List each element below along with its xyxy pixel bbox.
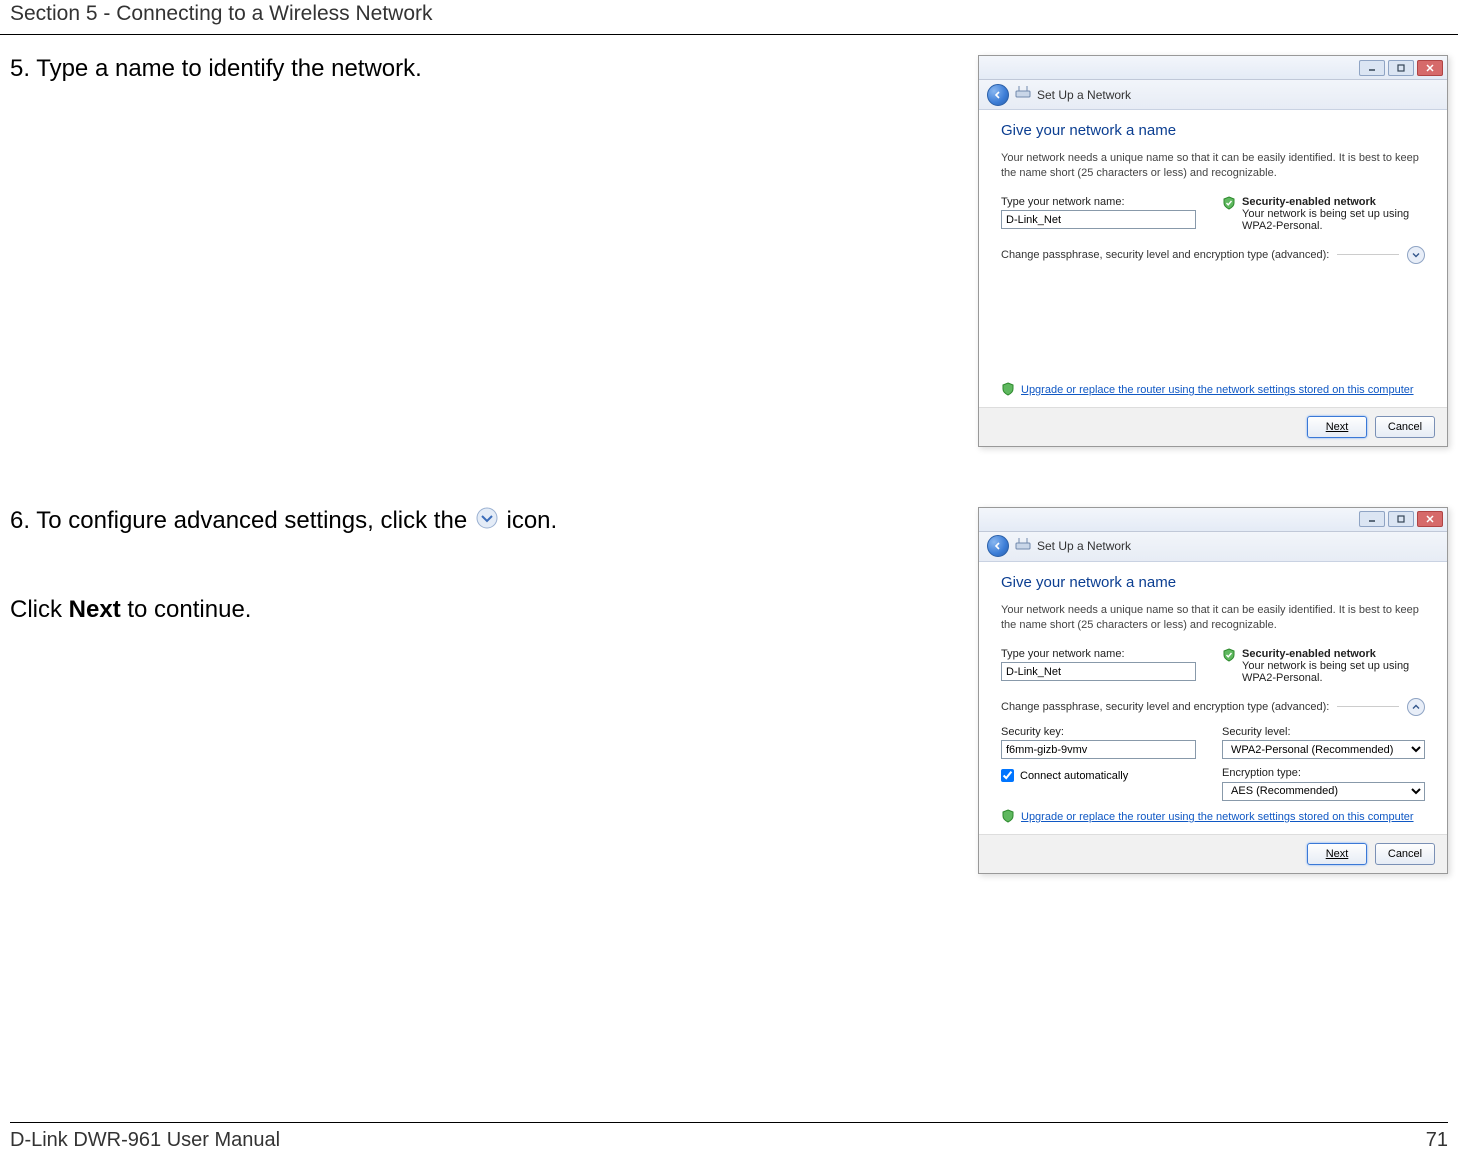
toolbar-title: Set Up a Network [1037, 88, 1131, 102]
click-next-text: Click Next to continue. [10, 596, 958, 624]
back-button[interactable] [987, 84, 1009, 106]
security-level-label: Security level: [1222, 726, 1425, 738]
step6-text-col: 6. To configure advanced settings, click… [10, 507, 978, 624]
step6-text-prefix: 6. To configure advanced settings, click… [10, 507, 474, 534]
connect-auto-label: Connect automatically [1020, 770, 1128, 782]
step5-text: 5. Type a name to identify the network. [10, 55, 958, 83]
page-footer: D-Link DWR-961 User Manual 71 [10, 1122, 1448, 1152]
step6-text: 6. To configure advanced settings, click… [10, 507, 958, 536]
close-button[interactable] [1417, 60, 1443, 76]
network-name-col: Type your network name: [1001, 648, 1196, 684]
security-desc: Your network is being set up using WPA2-… [1242, 208, 1409, 232]
security-title: Security-enabled network [1242, 196, 1376, 208]
click-next-suffix: to continue. [121, 596, 252, 623]
close-button[interactable] [1417, 511, 1443, 527]
click-next-bold: Next [69, 596, 121, 623]
click-next-prefix: Click [10, 596, 69, 623]
security-title: Security-enabled network [1242, 648, 1376, 660]
maximize-button[interactable] [1388, 511, 1414, 527]
encryption-type-label: Encryption type: [1222, 767, 1425, 779]
advanced-label: Change passphrase, security level and en… [1001, 701, 1329, 713]
divider-line [1337, 706, 1399, 707]
section-title: Section 5 - Connecting to a Wireless Net… [10, 2, 433, 25]
router-icon [1015, 537, 1031, 556]
next-button[interactable]: Next [1307, 416, 1367, 438]
titlebar [979, 508, 1447, 532]
advanced-form-columns: Security key: Connect automatically Secu… [1001, 726, 1425, 801]
step5-row: 5. Type a name to identify the network. [10, 55, 1448, 447]
shield-icon [1001, 809, 1015, 826]
next-button[interactable]: Next [1307, 843, 1367, 865]
button-bar: Next Cancel [979, 834, 1447, 873]
collapsed-spacer [1001, 274, 1425, 374]
dialog2-window: Set Up a Network Give your network a nam… [978, 507, 1448, 874]
security-desc: Your network is being set up using WPA2-… [1242, 660, 1409, 684]
page-content: 5. Type a name to identify the network. [0, 35, 1458, 874]
security-status-col: Security-enabled network Your network is… [1222, 196, 1425, 232]
shield-icon [1222, 196, 1236, 210]
wizard-heading: Give your network a name [1001, 122, 1425, 139]
form-columns: Type your network name: Security-enabled… [1001, 196, 1425, 232]
back-button[interactable] [987, 535, 1009, 557]
maximize-button[interactable] [1388, 60, 1414, 76]
advanced-toggle-row: Change passphrase, security level and en… [1001, 698, 1425, 716]
expand-advanced-button[interactable] [1407, 246, 1425, 264]
security-level-select[interactable]: WPA2-Personal (Recommended) [1222, 740, 1425, 759]
network-name-input[interactable] [1001, 210, 1196, 229]
security-key-col: Security key: Connect automatically [1001, 726, 1196, 801]
button-bar: Next Cancel [979, 407, 1447, 446]
advanced-label: Change passphrase, security level and en… [1001, 249, 1329, 261]
security-level-col: Security level: WPA2-Personal (Recommend… [1222, 726, 1425, 801]
collapse-advanced-button[interactable] [1407, 698, 1425, 716]
step5-text-col: 5. Type a name to identify the network. [10, 55, 978, 143]
security-status-text: Security-enabled network Your network is… [1242, 648, 1425, 684]
dialog1-window: Set Up a Network Give your network a nam… [978, 55, 1448, 447]
network-name-input[interactable] [1001, 662, 1196, 681]
step6-text-suffix: icon. [507, 507, 558, 534]
page-section-header: Section 5 - Connecting to a Wireless Net… [0, 0, 1458, 35]
wizard-description: Your network needs a unique name so that… [1001, 603, 1425, 634]
cancel-button[interactable]: Cancel [1375, 843, 1435, 865]
step6-row: 6. To configure advanced settings, click… [10, 507, 1448, 874]
router-icon [1015, 85, 1031, 104]
upgrade-link-text: Upgrade or replace the router using the … [1021, 811, 1414, 823]
upgrade-link[interactable]: Upgrade or replace the router using the … [1001, 382, 1425, 399]
wizard-body: Give your network a name Your network ne… [979, 110, 1447, 407]
shield-icon [1001, 382, 1015, 399]
toolbar-title: Set Up a Network [1037, 539, 1131, 553]
encryption-type-select[interactable]: AES (Recommended) [1222, 782, 1425, 801]
security-key-input[interactable] [1001, 740, 1196, 759]
advanced-toggle-row: Change passphrase, security level and en… [1001, 246, 1425, 264]
minimize-button[interactable] [1359, 511, 1385, 527]
upgrade-link[interactable]: Upgrade or replace the router using the … [1001, 809, 1425, 826]
shield-icon [1222, 648, 1236, 662]
upgrade-link-text: Upgrade or replace the router using the … [1021, 384, 1414, 396]
network-name-col: Type your network name: [1001, 196, 1196, 232]
wizard-body: Give your network a name Your network ne… [979, 562, 1447, 834]
toolbar: Set Up a Network [979, 80, 1447, 110]
chevron-down-icon [476, 507, 498, 536]
wizard-heading: Give your network a name [1001, 574, 1425, 591]
security-status-col: Security-enabled network Your network is… [1222, 648, 1425, 684]
manual-title: D-Link DWR-961 User Manual [10, 1129, 280, 1152]
cancel-button[interactable]: Cancel [1375, 416, 1435, 438]
network-name-label: Type your network name: [1001, 648, 1196, 660]
security-key-label: Security key: [1001, 726, 1196, 738]
wizard-description: Your network needs a unique name so that… [1001, 151, 1425, 182]
minimize-button[interactable] [1359, 60, 1385, 76]
titlebar [979, 56, 1447, 80]
form-columns: Type your network name: Security-enabled… [1001, 648, 1425, 684]
connect-auto-checkbox[interactable] [1001, 769, 1014, 782]
divider-line [1337, 254, 1399, 255]
security-status-text: Security-enabled network Your network is… [1242, 196, 1425, 232]
toolbar: Set Up a Network [979, 532, 1447, 562]
network-name-label: Type your network name: [1001, 196, 1196, 208]
connect-auto-row: Connect automatically [1001, 769, 1196, 782]
page-number: 71 [1426, 1129, 1448, 1152]
